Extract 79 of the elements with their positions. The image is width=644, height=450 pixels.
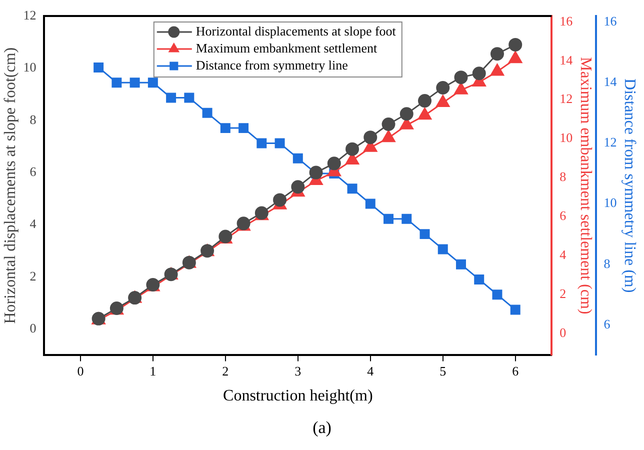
point	[309, 166, 323, 180]
point	[384, 214, 394, 224]
point	[256, 138, 267, 148]
point	[472, 66, 486, 80]
point	[382, 118, 396, 132]
point	[508, 38, 522, 52]
y2-axis-title: Maximum embankment settlement (cm)	[576, 56, 594, 314]
point	[382, 130, 396, 142]
point	[400, 107, 414, 121]
point	[166, 92, 176, 103]
y-axis-title: Horizontal displacements at slope foot(cm)	[2, 47, 19, 324]
y2-tick-label: 6	[560, 208, 567, 224]
x-tick-label: 0	[77, 363, 84, 378]
point	[94, 62, 104, 72]
y2-tick-label: 10	[560, 130, 573, 146]
point	[402, 214, 412, 224]
y-tick-label: 10	[23, 60, 36, 75]
legend-label: Distance from symmetry line	[196, 57, 348, 72]
y2-tick-label: 2	[560, 286, 566, 302]
point	[365, 198, 376, 209]
y-tick-label: 4	[30, 216, 37, 232]
point	[274, 138, 285, 148]
point	[148, 78, 158, 88]
y2-tick-label: 4	[560, 247, 567, 262]
point	[112, 78, 122, 88]
point	[436, 95, 450, 107]
point	[510, 304, 520, 315]
x-tick-label: 2	[222, 363, 229, 378]
point	[490, 47, 504, 61]
point	[346, 142, 360, 156]
point	[454, 70, 468, 84]
point	[490, 64, 504, 76]
x-axis-title: Construction height(m)	[223, 388, 373, 405]
y-tick-label: 0	[30, 320, 36, 336]
point	[418, 94, 432, 108]
y3-tick-label: 12	[604, 134, 617, 150]
y-tick-label: 6	[30, 164, 37, 179]
y3-tick-label: 10	[604, 195, 617, 210]
point	[184, 92, 194, 103]
point	[364, 130, 378, 144]
point	[292, 153, 303, 164]
point	[454, 82, 468, 94]
point	[130, 78, 140, 88]
x-tick-label: 4	[367, 363, 374, 378]
point	[418, 108, 432, 120]
x-tick-label: 3	[294, 363, 302, 378]
point	[492, 290, 502, 300]
point	[436, 81, 450, 95]
x-tick-label: 6	[512, 363, 520, 378]
x-tick-label: 5	[440, 363, 446, 378]
point	[327, 156, 341, 170]
y2-tick-label: 14	[560, 52, 574, 68]
point	[508, 51, 522, 64]
y-tick-label: 2	[30, 268, 36, 284]
y2-tick-label: 12	[560, 91, 573, 106]
y3-axis-title: Distance from symmetry line (m)	[621, 78, 638, 293]
text: (a)	[312, 418, 332, 438]
point	[456, 259, 466, 270]
y3-tick-label: 6	[604, 316, 611, 332]
y-tick-label: 12	[23, 7, 36, 22]
y3-tick-label: 16	[604, 13, 618, 28]
point	[347, 184, 358, 194]
point	[420, 229, 430, 240]
x-tick-label: 1	[150, 363, 156, 378]
point	[238, 123, 249, 134]
y2-tick-label: 8	[560, 169, 566, 184]
y3-tick-label: 8	[604, 256, 610, 271]
y-tick-label: 8	[30, 112, 36, 127]
point	[438, 244, 448, 254]
y3-tick-label: 14	[604, 74, 618, 90]
y2-tick-label: 16	[560, 13, 574, 28]
point	[202, 108, 212, 118]
legend-label: Maximum embankment settlement	[196, 40, 378, 56]
point	[273, 193, 287, 207]
point	[474, 274, 484, 284]
point	[220, 123, 230, 134]
point	[291, 180, 305, 194]
legend-label: Horizontal displacements at slope foot	[196, 23, 396, 38]
y2-tick-label: 0	[560, 325, 566, 340]
